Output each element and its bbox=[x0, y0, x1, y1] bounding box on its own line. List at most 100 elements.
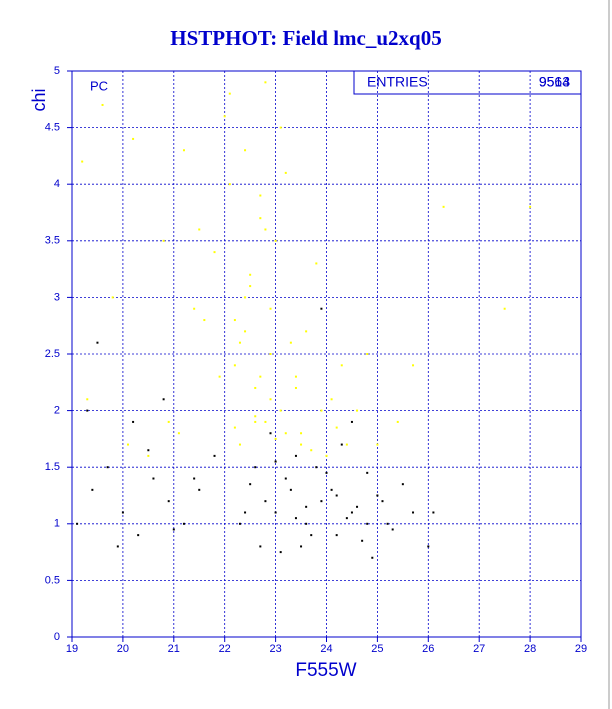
point bbox=[264, 420, 267, 423]
point bbox=[182, 522, 185, 525]
point bbox=[396, 420, 399, 423]
x-tick-label: 21 bbox=[168, 643, 180, 655]
point bbox=[244, 296, 247, 299]
point bbox=[264, 81, 267, 84]
annotation: PC bbox=[90, 78, 108, 93]
point bbox=[233, 426, 236, 429]
point bbox=[325, 471, 328, 474]
point bbox=[269, 307, 272, 310]
point bbox=[366, 353, 369, 355]
point bbox=[106, 466, 109, 469]
point bbox=[305, 330, 308, 333]
point bbox=[300, 432, 303, 435]
point bbox=[356, 409, 359, 412]
point bbox=[361, 539, 364, 542]
point bbox=[121, 511, 124, 514]
point bbox=[325, 454, 328, 457]
point bbox=[238, 341, 241, 344]
y-tick-label: 2.5 bbox=[45, 348, 60, 360]
y-tick-label: 0 bbox=[54, 631, 60, 643]
point bbox=[401, 483, 404, 486]
point bbox=[269, 398, 272, 401]
point bbox=[381, 500, 384, 503]
y-tick-label: 4.5 bbox=[45, 122, 60, 134]
point bbox=[238, 522, 241, 525]
y-tick-label: 3.5 bbox=[45, 235, 60, 247]
point bbox=[259, 217, 262, 220]
point bbox=[279, 409, 282, 412]
point bbox=[223, 115, 226, 118]
point bbox=[167, 500, 170, 503]
point bbox=[371, 556, 374, 559]
point bbox=[147, 454, 150, 457]
point bbox=[249, 285, 252, 288]
point bbox=[279, 126, 282, 129]
point bbox=[116, 545, 119, 548]
point bbox=[228, 183, 231, 186]
point bbox=[76, 522, 79, 525]
x-tick-label: 27 bbox=[473, 643, 485, 655]
point bbox=[320, 409, 323, 412]
x-tick-label: 26 bbox=[422, 643, 434, 655]
point bbox=[305, 505, 308, 508]
point bbox=[162, 398, 165, 401]
point bbox=[340, 364, 343, 367]
y-tick-label: 4 bbox=[54, 178, 60, 190]
point bbox=[126, 443, 129, 446]
point bbox=[259, 375, 262, 378]
point bbox=[254, 415, 257, 418]
point bbox=[391, 528, 394, 531]
point bbox=[274, 460, 277, 463]
point bbox=[274, 239, 277, 242]
y-tick-label: 1.5 bbox=[45, 461, 60, 473]
point bbox=[137, 534, 140, 537]
x-tick-label: 22 bbox=[219, 643, 231, 655]
point bbox=[335, 534, 338, 537]
point bbox=[503, 307, 506, 310]
point bbox=[366, 522, 369, 525]
x-tick-label: 28 bbox=[524, 643, 536, 655]
point bbox=[279, 551, 282, 554]
stats-label: ENTRIES bbox=[367, 74, 428, 90]
y-tick-label: 0.5 bbox=[45, 574, 60, 586]
point bbox=[274, 511, 277, 514]
point bbox=[427, 545, 430, 548]
x-tick-label: 24 bbox=[320, 643, 332, 655]
x-axis-label: F555W bbox=[295, 660, 356, 681]
point bbox=[177, 432, 180, 435]
point bbox=[182, 149, 185, 152]
x-tick-label: 20 bbox=[117, 643, 129, 655]
point bbox=[335, 494, 338, 497]
point bbox=[284, 171, 287, 174]
y-tick-label: 2 bbox=[54, 405, 60, 417]
point bbox=[91, 488, 94, 491]
point bbox=[86, 398, 89, 401]
point bbox=[249, 483, 252, 486]
y-tick-label: 5 bbox=[54, 65, 60, 77]
point bbox=[172, 528, 175, 531]
x-tick-label: 19 bbox=[66, 643, 78, 655]
point bbox=[147, 449, 150, 452]
point bbox=[376, 494, 379, 497]
point bbox=[294, 454, 297, 457]
stats-value: 9564 bbox=[539, 74, 570, 90]
point bbox=[294, 386, 297, 389]
point bbox=[274, 437, 277, 440]
point bbox=[300, 443, 303, 446]
point bbox=[264, 500, 267, 503]
point bbox=[152, 477, 155, 480]
point bbox=[289, 341, 292, 344]
point bbox=[289, 488, 292, 491]
point bbox=[345, 517, 348, 520]
point bbox=[244, 330, 247, 333]
point bbox=[233, 364, 236, 367]
point bbox=[259, 545, 262, 548]
point bbox=[254, 386, 257, 389]
point bbox=[96, 341, 99, 344]
point bbox=[86, 409, 89, 412]
point bbox=[529, 205, 532, 208]
point bbox=[432, 511, 435, 514]
point bbox=[269, 432, 272, 435]
point bbox=[254, 466, 257, 469]
